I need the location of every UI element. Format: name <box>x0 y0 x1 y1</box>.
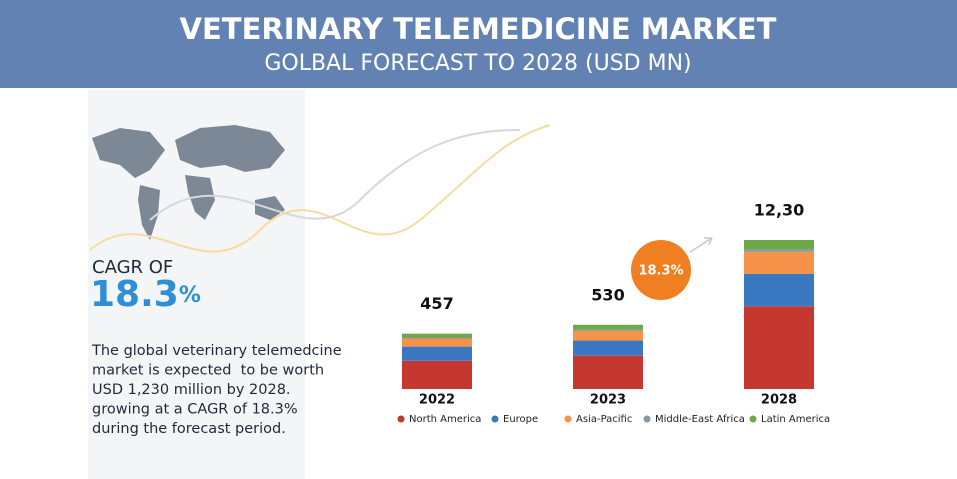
subtitle: GOLBAL FORECAST TO 2028 (USD MN) <box>264 51 691 76</box>
header-band <box>0 0 957 88</box>
legend-swatch <box>397 415 405 423</box>
total-label: 530 <box>591 285 624 304</box>
cagr-value: 18.3% <box>90 274 201 315</box>
bar-segment <box>402 337 472 339</box>
bar-segment <box>744 251 814 274</box>
legend-label: Asia-Pacific <box>576 414 632 425</box>
arrow-head <box>704 237 713 246</box>
bar-segment <box>744 249 814 252</box>
summary-text: The global veterinary telemedcine market … <box>91 343 342 437</box>
summary-line: during the forecast period. <box>92 421 286 437</box>
bar-segment <box>402 346 472 361</box>
summary-line: growing at a CAGR of 18.3% <box>92 402 298 418</box>
summary-line: USD 1,230 million by 2028. <box>92 382 291 398</box>
world-map <box>92 125 285 240</box>
legend-label: Europe <box>503 414 538 425</box>
summary-line: The global veterinary telemedcine <box>91 343 342 359</box>
bar-segment <box>402 333 472 338</box>
summary-line: market is expected to be worth <box>92 363 324 379</box>
bar-segment <box>573 329 643 331</box>
x-tick-label: 2022 <box>419 393 455 408</box>
total-label: 457 <box>420 294 453 313</box>
bar-segment <box>402 338 472 347</box>
title: VETERINARY TELEMEDICINE MARKET <box>180 12 777 46</box>
bar-segment <box>402 360 472 389</box>
bar-segment <box>744 240 814 250</box>
chart: 457 2022 530 2023 12,30 2028 North America Euro… <box>397 201 830 425</box>
legend-label: Latin America <box>761 414 830 425</box>
x-tick-label: 2028 <box>761 393 797 408</box>
bar-segment <box>573 340 643 356</box>
bar-segment <box>573 330 643 341</box>
x-tick-label: 2023 <box>590 393 626 408</box>
bar-segment <box>573 324 643 330</box>
trend-arrow <box>689 237 713 253</box>
legend-swatch <box>491 415 499 423</box>
cagr-caption: CAGR OF <box>92 257 173 278</box>
decor-waves <box>89 124 551 253</box>
cagr-badge <box>631 240 691 300</box>
bar-segment <box>744 306 814 389</box>
bar-segment <box>573 355 643 389</box>
cagr-number: 18.3 <box>90 274 179 315</box>
legend-label: Middle-East Africa <box>655 414 745 425</box>
legend-swatch <box>749 415 757 423</box>
total-label: 12,30 <box>754 201 805 220</box>
legend-swatch <box>564 415 572 423</box>
legend-label: North America <box>409 414 481 425</box>
cagr-unit: % <box>179 283 201 308</box>
cagr-badge-label: 18.3% <box>638 264 683 279</box>
legend-swatch <box>643 415 651 423</box>
bar-segment <box>744 273 814 307</box>
